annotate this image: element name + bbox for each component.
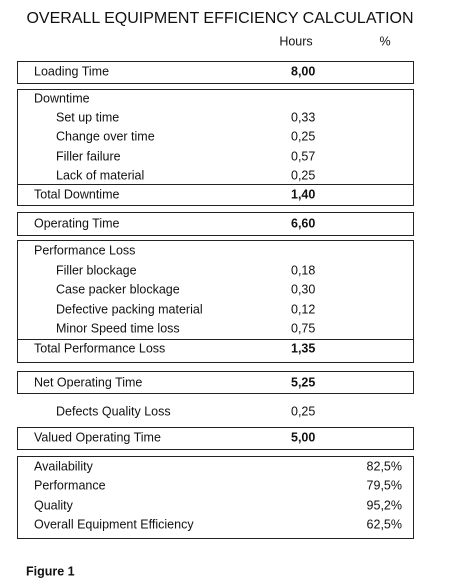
row-label: Total Performance Loss [34, 341, 165, 355]
box [17, 427, 414, 450]
row-label: Defective packing material [56, 302, 203, 316]
hours-header: Hours [279, 34, 312, 48]
box [17, 212, 414, 236]
row-value: 0,57 [291, 149, 315, 163]
row-label: Total Downtime [34, 187, 119, 201]
row-label: Operating Time [34, 216, 120, 230]
row-value: 5,00 [291, 430, 315, 444]
row-value: 0,25 [291, 168, 315, 182]
title: OVERALL EQUIPMENT EFFICIENCY CALCULATION [26, 10, 413, 27]
row-label: Case packer blockage [56, 282, 180, 296]
percent-header: % [379, 34, 390, 48]
row-value: 6,60 [291, 216, 315, 230]
row-label: Downtime [34, 91, 90, 105]
row-label: Filler blockage [56, 263, 137, 277]
row-value: 0,75 [291, 321, 315, 335]
row-value: 0,33 [291, 110, 315, 124]
row-value: 0,12 [291, 302, 315, 316]
summary-label: Overall Equipment Efficiency [34, 517, 194, 531]
row-label: Defects Quality Loss [56, 404, 171, 418]
caption: Figure 1 [26, 564, 75, 578]
summary-percent: 82,5% [367, 459, 402, 473]
row-label: Net Operating Time [34, 375, 142, 389]
box [17, 61, 414, 84]
row-label: Lack of material [56, 168, 144, 182]
row-label: Minor Speed time loss [56, 321, 180, 335]
row-label: Valued Operating Time [34, 430, 161, 444]
box [17, 89, 414, 206]
row-label: Performance Loss [34, 243, 135, 257]
row-value: 0,18 [291, 263, 315, 277]
row-value: 1,40 [291, 187, 315, 201]
row-value: 5,25 [291, 375, 315, 389]
box [17, 371, 414, 394]
row-label: Change over time [56, 129, 155, 143]
row-value: 0,25 [291, 129, 315, 143]
box [17, 240, 414, 363]
row-value: 0,25 [291, 404, 315, 418]
box [17, 456, 414, 539]
summary-percent: 79,5% [367, 478, 402, 492]
summary-percent: 62,5% [367, 517, 402, 531]
row-value: 1,35 [291, 341, 315, 355]
row-label: Set up time [56, 110, 119, 124]
summary-label: Availability [34, 459, 94, 473]
row-label: Loading Time [34, 64, 109, 78]
row-label: Filler failure [56, 149, 121, 163]
summary-label: Quality [34, 498, 74, 512]
summary-percent: 95,2% [367, 498, 402, 512]
summary-label: Performance [34, 478, 106, 492]
row-value: 8,00 [291, 64, 315, 78]
row-value: 0,30 [291, 282, 315, 296]
